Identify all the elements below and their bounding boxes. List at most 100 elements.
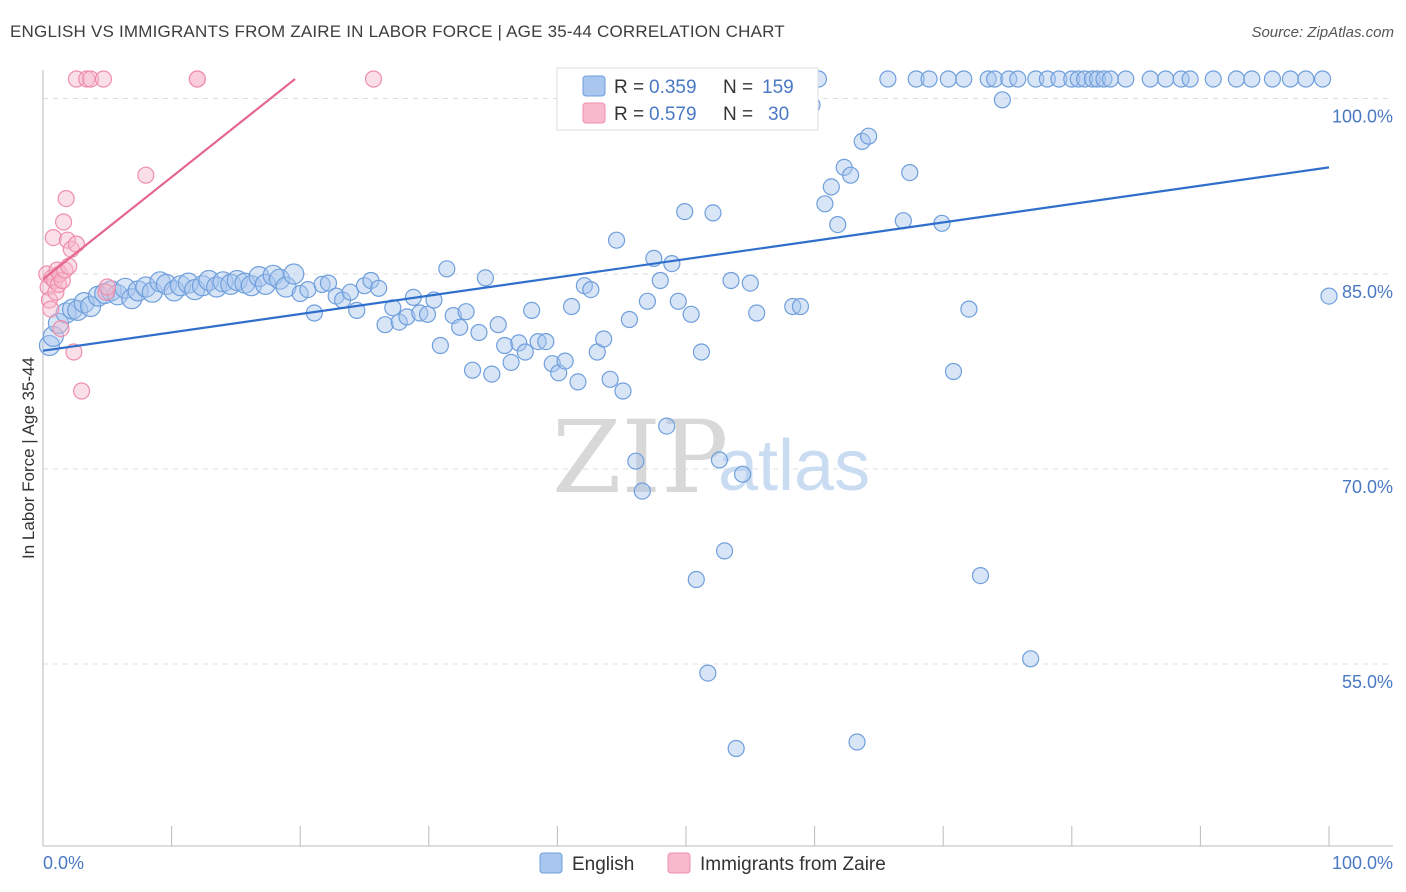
english-point	[607, 231, 626, 249]
zaire-point	[42, 300, 60, 318]
english-point	[614, 382, 632, 400]
english-point	[537, 333, 555, 351]
english-point	[727, 739, 745, 758]
watermark: ZIP atlas	[552, 399, 870, 516]
english-point	[451, 318, 469, 336]
zaire-point	[72, 382, 91, 400]
english-point	[510, 334, 528, 352]
english-point	[687, 570, 705, 589]
english-point	[638, 292, 657, 310]
english-point	[1069, 70, 1087, 88]
english-point	[1157, 70, 1175, 88]
english-point	[669, 292, 687, 310]
english-point	[1243, 70, 1261, 88]
english-point	[791, 297, 810, 316]
bottom-legend-zaire: Immigrants from Zaire	[700, 854, 886, 875]
english-point	[1181, 70, 1199, 88]
english-point	[748, 304, 766, 322]
english-point	[457, 303, 475, 321]
english-point	[741, 274, 759, 292]
zaire-point	[364, 70, 383, 88]
legend-zaire-r-value: 0.579	[649, 104, 697, 125]
english-point	[733, 465, 752, 483]
series-english-points	[38, 70, 1338, 758]
zaire-point	[58, 231, 77, 249]
english-point	[722, 271, 740, 290]
english-point	[1088, 70, 1107, 88]
y-tick-label: 85.0%	[1342, 282, 1393, 302]
series-legend: English Immigrants from Zaire	[539, 852, 886, 875]
english-point	[627, 452, 645, 470]
english-point	[1009, 70, 1027, 88]
english-point	[313, 275, 331, 293]
english-point	[829, 216, 847, 234]
y-tick-label: 70.0%	[1342, 477, 1393, 497]
english-point	[226, 269, 248, 292]
english-point	[993, 91, 1011, 109]
english-point	[658, 417, 676, 435]
english-point	[438, 260, 456, 278]
x-tick-label-max: 100.0%	[1332, 853, 1393, 873]
chart-title: ENGLISH VS IMMIGRANTS FROM ZAIRE IN LABO…	[10, 22, 785, 41]
zaire-point	[98, 278, 116, 296]
english-point	[1313, 70, 1332, 88]
english-point	[1320, 287, 1338, 305]
english-point	[463, 361, 482, 379]
english-point	[955, 70, 973, 88]
english-point	[582, 281, 600, 299]
grid-lines	[43, 98, 1393, 665]
zaire-point	[67, 235, 86, 253]
english-point	[483, 365, 501, 383]
trend-lines	[42, 78, 1330, 352]
zaire-point	[94, 70, 113, 88]
zaire-point	[54, 213, 73, 231]
english-point	[418, 305, 437, 323]
english-point	[254, 273, 277, 295]
english-point	[283, 263, 305, 285]
english-point	[489, 316, 507, 334]
legend-english-n-value: 159	[762, 77, 794, 98]
english-point	[986, 70, 1004, 88]
english-point	[601, 370, 619, 388]
english-point	[682, 305, 700, 323]
english-point	[1117, 70, 1135, 88]
english-point	[1263, 70, 1282, 88]
english-point	[569, 373, 587, 391]
legend-english-r-value: 0.359	[649, 77, 697, 98]
legend-english-r-label: R =	[614, 77, 644, 98]
english-point	[502, 353, 520, 371]
english-point	[562, 297, 581, 316]
english-point	[1063, 70, 1081, 88]
english-point	[822, 178, 840, 196]
y-axis-label: In Labor Force | Age 35-44	[19, 357, 38, 559]
english-point	[842, 166, 860, 184]
english-point	[291, 284, 309, 303]
english-point	[907, 70, 925, 88]
english-point	[73, 292, 95, 314]
legend-zaire-n-label: N =	[723, 104, 753, 125]
source-credit: Source: ZipAtlas.com	[1251, 24, 1394, 41]
zaire-point	[81, 70, 100, 88]
legend-swatch-zaire	[582, 102, 606, 124]
legend-zaire-r-label: R =	[614, 104, 644, 125]
english-point	[699, 664, 717, 682]
english-point	[470, 323, 488, 342]
english-point	[1227, 70, 1246, 88]
english-point	[1022, 650, 1040, 668]
legend-english-n-label: N =	[723, 77, 753, 98]
zaire-point	[137, 166, 155, 184]
english-point	[1204, 70, 1222, 88]
english-point	[543, 355, 561, 373]
english-point	[960, 300, 978, 318]
series-zaire-points	[38, 70, 383, 400]
bottom-legend-swatch-zaire	[667, 852, 691, 874]
english-point	[398, 308, 416, 326]
english-point	[920, 70, 938, 88]
english-point	[633, 482, 651, 500]
english-point	[431, 336, 449, 355]
y-axis-tick-labels: 100.0% 85.0% 70.0% 55.0%	[1332, 107, 1393, 693]
y-tick-label: 100.0%	[1332, 107, 1393, 127]
english-point	[1101, 70, 1119, 88]
english-point	[1050, 70, 1068, 88]
english-point	[816, 195, 834, 213]
